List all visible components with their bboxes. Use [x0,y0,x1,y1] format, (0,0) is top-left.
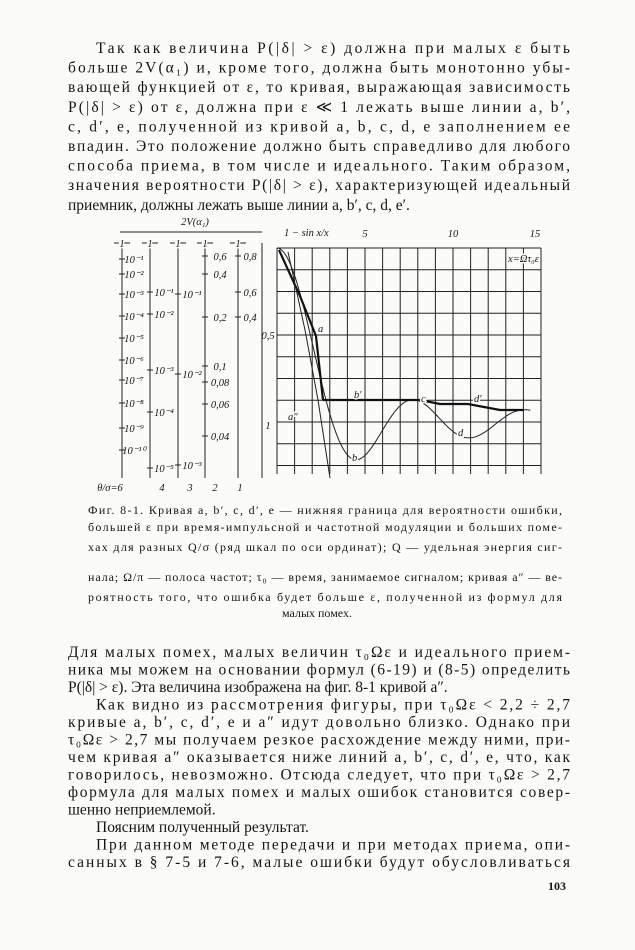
scale-label: 10⁻² [124,270,144,281]
scale-label: 0,8 [243,252,257,263]
scale-label: 10⁻⁶ [124,356,144,367]
text-line: τ₀Ωε > 2,7 мы получаем резкое расхождени… [68,732,570,749]
scale-label: 0,04 [211,432,230,443]
x-tick: 5 [362,229,367,240]
text-line: больше 2V(α₁) и, кроме того, должна быть… [68,60,570,77]
curve-label: d [458,428,464,439]
text-line: шенно неприемлемой. [68,802,216,819]
curve-formula: 1 − sin x/x [284,228,329,239]
scale-bottom: 2 [212,483,218,494]
text-line: ника мы можем на основании формул (6-19)… [68,662,570,679]
scale-top: 1 [202,239,207,250]
scale-label: 10⁻⁸ [124,399,144,410]
scale-bottom: 3 [186,483,192,494]
scale-label: 10⁻³ [124,290,144,301]
caption-line: роятность того, что ошибка будет больше … [88,590,562,604]
scale-label: 10⁻⁹ [124,424,144,435]
curve-a2 [287,251,331,479]
caption-line: большей ε при время-импульсной и частотн… [88,520,562,534]
text-line: приемник, должны лежать выше линии a, b′… [68,197,410,214]
scale-top: 1 [175,239,180,250]
scale-label: 10⁻¹⁰ [122,446,147,457]
curve-label: a″ [288,412,298,423]
scale-label: 10⁻⁴ [124,312,144,323]
scale-label: 0,4 [213,270,227,281]
text-line: P(|δ| > ε). Эта величина изображена на ф… [68,679,448,696]
caption-line: Фиг. 8-1. Кривая a, b′, c, d′, e — нижня… [88,503,562,517]
y-tick: 1 [265,421,270,432]
scale-label: 10⁻¹ [182,290,201,301]
text-line: c, d′, e, полученной из кривой a, b, c, … [68,118,570,135]
page-number: 103 [548,879,566,893]
scale-label: 0,4 [243,313,257,324]
caption-line: малых помех. [282,606,352,620]
scale-label: 0,6 [243,288,257,299]
curve-a [277,249,325,401]
curve-label: a [318,324,323,335]
scale-label: 10⁻¹ [124,255,143,266]
text-line: значения вероятности P(|δ| > ε), характе… [68,177,570,194]
text-line: Для малых помех, малых величин τ₀Ωε и ид… [68,644,570,661]
x-tick: 10 [448,229,459,240]
scale-bottom: θ/σ=6 [97,483,123,494]
scale-label: 0,1 [213,362,226,373]
text-line: впадин. Это положение должно быть справе… [68,138,570,155]
scale-label: 10⁻⁴ [154,408,174,419]
scale-label: 10⁻⁵ [154,464,174,475]
scale-label: 10⁻³ [182,461,202,472]
y-tick: 0,5 [261,331,274,342]
text-line: способа приема, в том числе и идеального… [68,158,570,175]
scale-label: 10⁻⁵ [124,334,144,345]
scale-title: 2V(α₁) [181,217,209,228]
text-line: вающей функцией от ε, то кривая, выражаю… [68,79,570,96]
text-line: чем кривая a″ оказывается ниже линий a, … [68,749,570,766]
scale-label: 0,6 [213,252,227,263]
scale-label: 0,08 [211,378,230,389]
caption-line: нала; Ω/π — полоса частот; τ₀ — время, з… [88,570,562,584]
curve-label: b′ [354,390,362,401]
scale-label: 10⁻¹ [154,288,173,299]
scale-top: 1 [119,239,124,250]
text-line: кривые a, b′, c, d′, e и a″ идут довольн… [68,714,570,731]
scale-label: 10⁻⁷ [124,376,144,387]
x-tick: 15 [530,229,541,240]
scale-label: 10⁻² [154,310,174,321]
text-line: санных в § 7-5 и 7-6, малые ошибки будут… [68,854,570,871]
curve-label: d′ [474,394,482,405]
scale-top: 1 [147,239,152,250]
scale-top: 1 [235,239,240,250]
scale-label: 0,2 [213,313,227,324]
text-line: При данном методе передачи и при методах… [96,837,570,854]
scale-label: 0,06 [211,400,230,411]
text-line: говорилось, невозможно. Отсюда следует, … [68,767,570,784]
scale-bottom: 1 [237,483,242,494]
x-label: x=Ωτ₀ε [507,254,540,265]
text-line: формула для малых помех и малых ошибок с… [68,784,570,801]
text-line: Как видно из рассмотрения фигуры, при τ₀… [96,697,570,714]
text-line: Поясним полученный результат. [96,819,309,836]
scale-label: 10⁻² [182,370,202,381]
curve-label: b [352,453,357,464]
envelope [323,398,524,412]
caption-line: хах для разных Q/σ (ряд шкал по оси орди… [88,540,562,554]
text-line: P(|δ| > ε) от ε, должна при ε ≪ 1 лежать… [68,99,570,116]
figure: 1 1 1 1 12V(α₁)θ/σ=6 4 3 2 110⁻¹10⁻²10⁻³10⁻⁴10⁻⁵… [97,217,542,494]
curve-label: c [421,394,426,405]
scale-bottom: 4 [159,483,165,494]
scale-label: 10⁻³ [154,366,174,377]
